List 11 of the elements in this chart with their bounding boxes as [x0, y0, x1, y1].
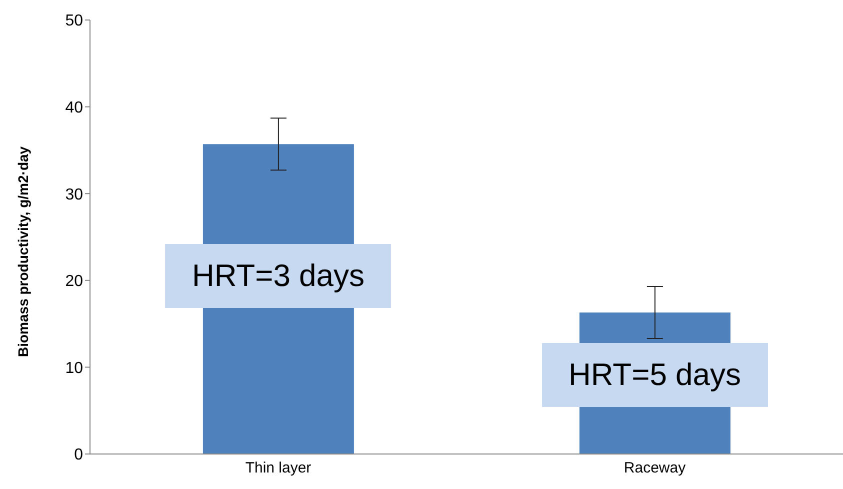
- y-tick-label: 10: [65, 360, 84, 377]
- y-tick-label: 40: [65, 99, 84, 116]
- y-tick-label: 30: [65, 186, 84, 204]
- annotation: HRT=5 days: [542, 343, 768, 407]
- annotation: HRT=3 days: [165, 244, 392, 308]
- y-tick-label: 50: [65, 12, 84, 30]
- x-tick-label: Thin layer: [245, 460, 312, 477]
- y-axis-title: Biomass productivity, g/m2·day: [14, 146, 31, 357]
- y-tick-label: 0: [74, 446, 84, 464]
- y-tick-label: 20: [65, 273, 84, 290]
- x-tick-label: Raceway: [624, 460, 686, 477]
